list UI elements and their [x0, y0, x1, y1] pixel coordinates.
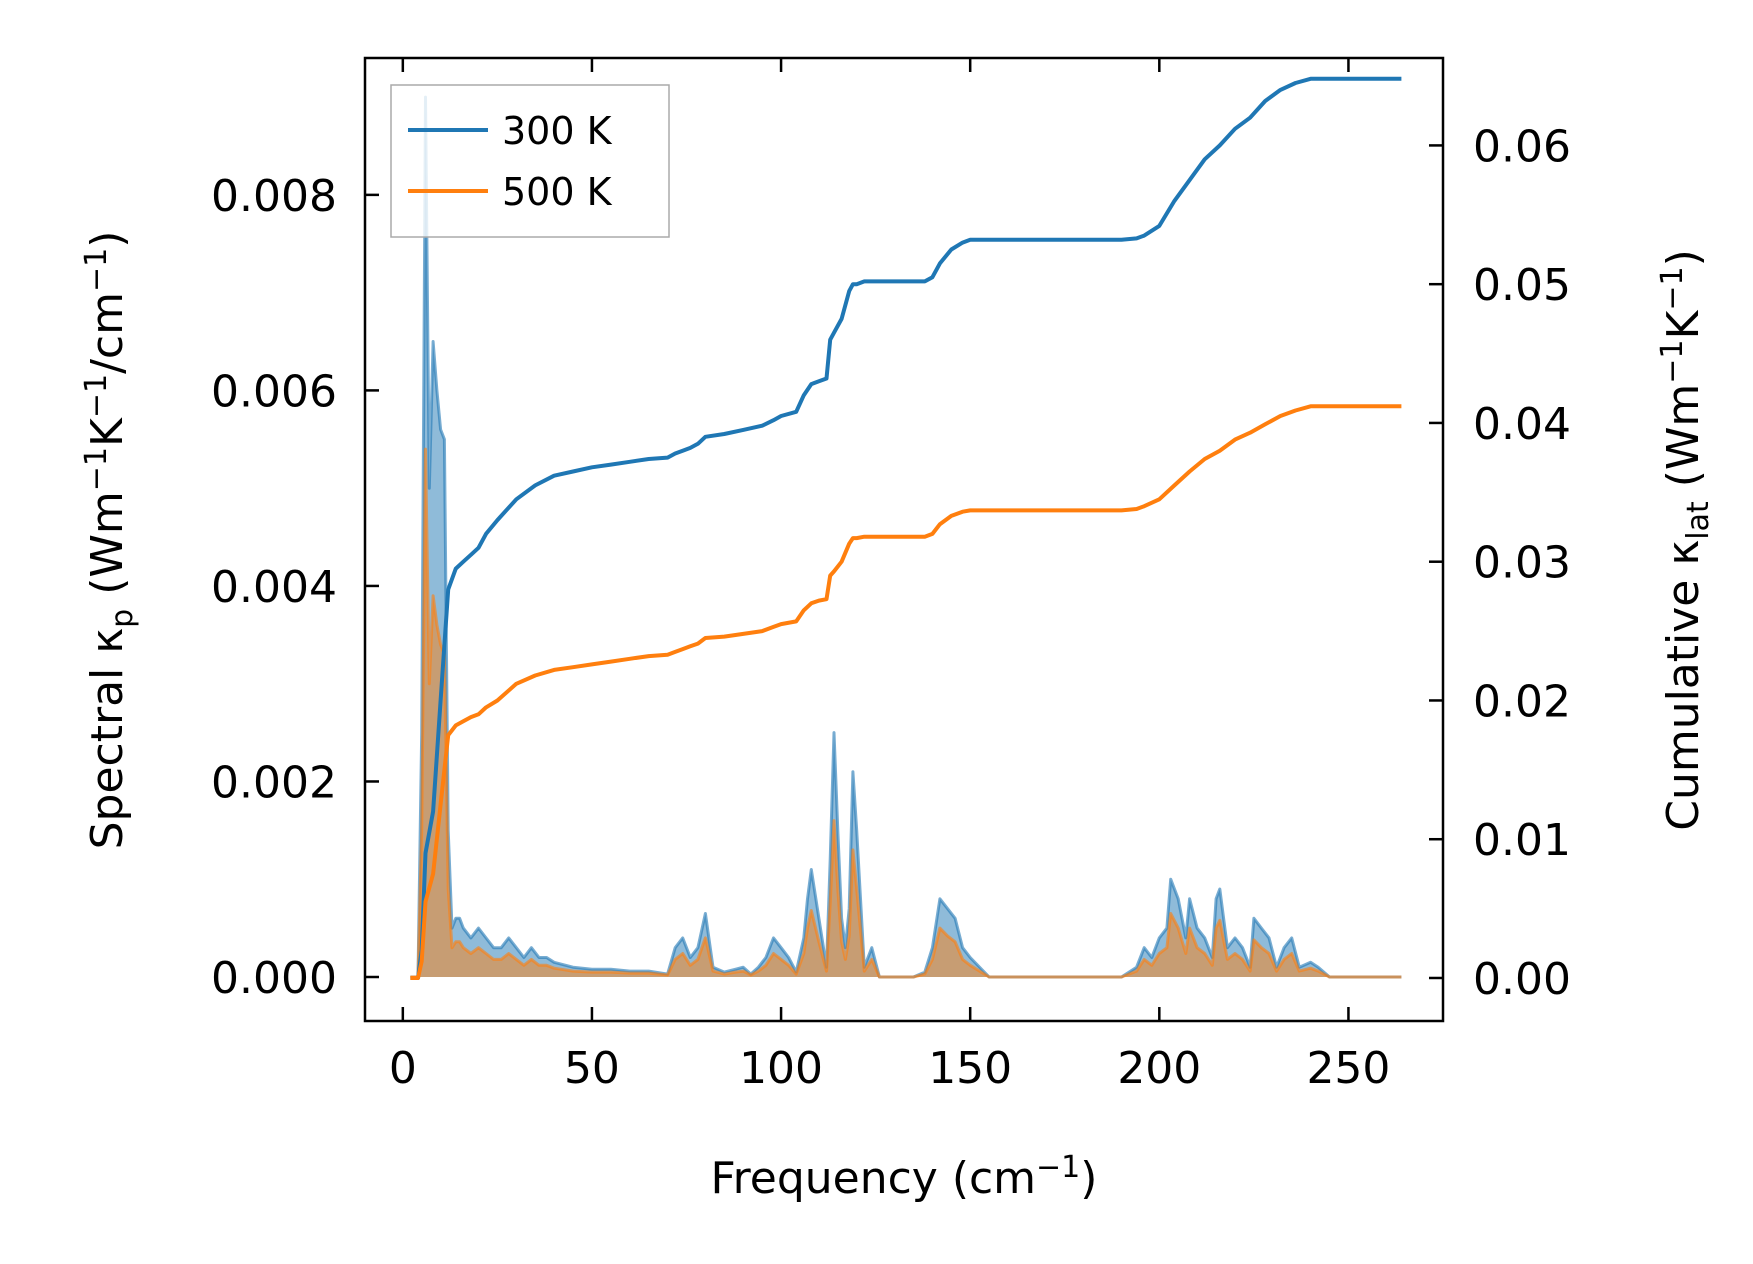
right-y-tick-label: 0.03	[1473, 538, 1571, 589]
left-y-tick-label: 0.002	[211, 757, 337, 808]
left-y-tick-label: 0.004	[211, 562, 337, 613]
plot-marks	[410, 76, 1402, 980]
ticks: 0 50 100 150 200 250 0.000 0.002 0.004 0.006 0.008…	[211, 58, 1571, 1094]
left-y-tick-label: 0.006	[211, 366, 337, 417]
x-tick-label: 150	[928, 1043, 1012, 1094]
x-tick-label: 0	[389, 1043, 417, 1094]
legend: 300 K 500 K	[390, 84, 670, 238]
cumulative-line-500k	[410, 404, 1402, 980]
x-tick-label: 250	[1306, 1043, 1390, 1094]
left-y-axis-title: Spectral κp (Wm−1K−1/cm−1)	[79, 231, 140, 850]
x-tick-label: 200	[1117, 1043, 1201, 1094]
plot-frame	[363, 56, 1445, 1023]
x-axis-title: Frequency (cm−1)	[711, 1150, 1098, 1204]
left-y-tick-label: 0.000	[211, 953, 337, 1004]
legend-box	[390, 84, 670, 238]
right-y-tick-label: 0.00	[1473, 954, 1571, 1005]
right-y-tick-label: 0.04	[1473, 399, 1571, 450]
right-y-axis-title: Cumulative κlat (Wm−1K−1)	[1655, 249, 1716, 831]
right-y-tick-label: 0.05	[1473, 260, 1571, 311]
spectral-line-300k	[410, 95, 1402, 979]
x-tick-label: 50	[564, 1043, 620, 1094]
right-y-tick-label: 0.06	[1473, 121, 1571, 172]
spectral-line-500k	[410, 447, 1402, 979]
right-y-tick-label: 0.01	[1473, 815, 1571, 866]
legend-label-300k: 300 K	[502, 109, 613, 153]
x-tick-label: 100	[739, 1043, 823, 1094]
cumulative-line-300k	[410, 76, 1402, 980]
left-y-tick-label: 0.008	[211, 171, 337, 222]
legend-label-500k: 500 K	[502, 170, 613, 214]
right-y-tick-label: 0.02	[1473, 676, 1571, 727]
